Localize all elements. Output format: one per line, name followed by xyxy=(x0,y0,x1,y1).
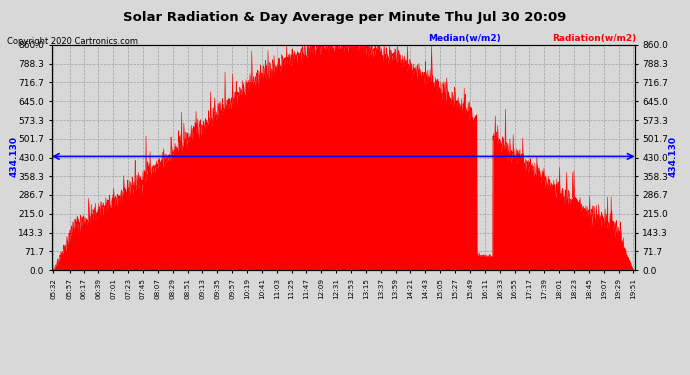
Text: 434.130: 434.130 xyxy=(668,136,677,177)
Text: Median(w/m2): Median(w/m2) xyxy=(428,34,500,43)
Text: Radiation(w/m2): Radiation(w/m2) xyxy=(552,34,636,43)
Text: Solar Radiation & Day Average per Minute Thu Jul 30 20:09: Solar Radiation & Day Average per Minute… xyxy=(124,11,566,24)
Text: 434.130: 434.130 xyxy=(10,136,19,177)
Text: Copyright 2020 Cartronics.com: Copyright 2020 Cartronics.com xyxy=(7,38,138,46)
